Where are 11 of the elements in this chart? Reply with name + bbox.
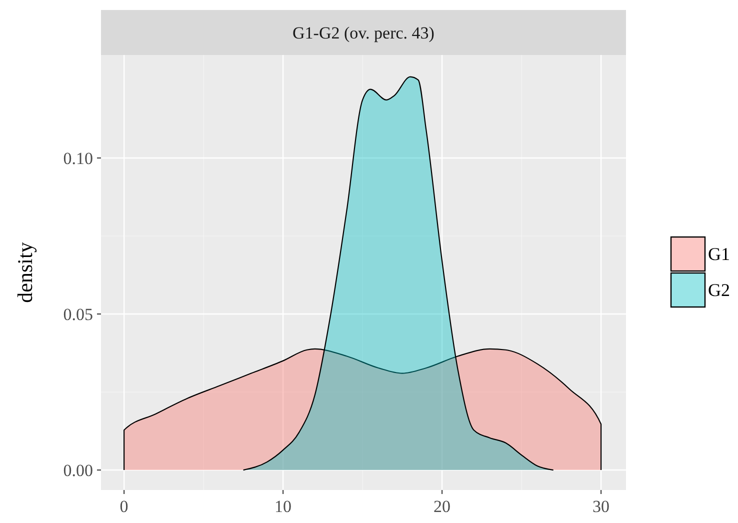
legend-label: G1 [708,244,730,264]
x-tick-label: 10 [274,497,292,516]
chart-title: G1-G2 (ov. perc. 43) [292,24,434,42]
y-axis-title: density [13,242,37,303]
x-tick-label: 30 [592,497,610,516]
x-tick-label: 20 [434,497,451,516]
x-tick-label: 0 [120,497,128,516]
y-tick-label: 0.05 [63,305,93,324]
legend-label: G2 [708,280,730,300]
y-tick-label: 0.00 [63,461,93,480]
y-tick-label: 0.10 [63,148,93,168]
